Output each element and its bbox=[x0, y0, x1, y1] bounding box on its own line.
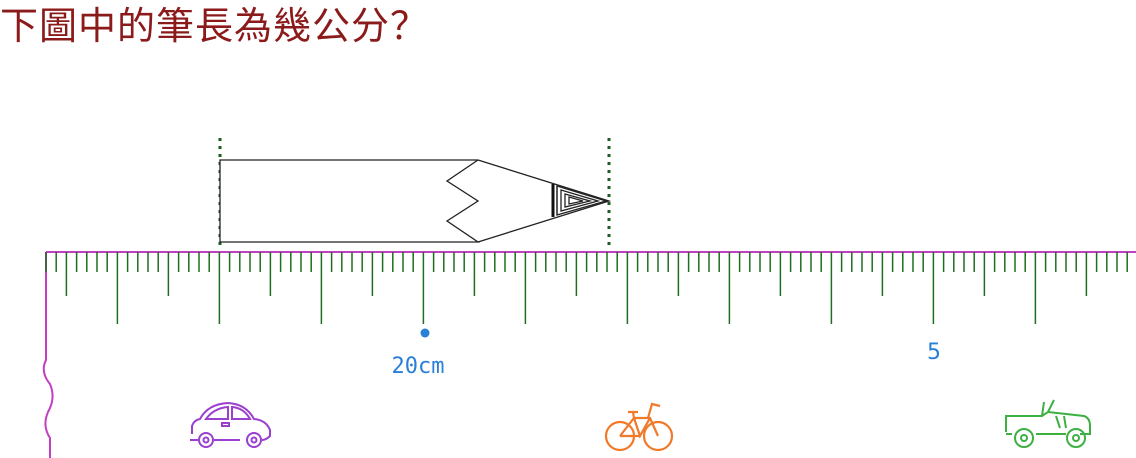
jeep-icon bbox=[1005, 399, 1091, 448]
pencil-tip bbox=[477, 159, 612, 243]
ruler-body bbox=[42, 251, 1136, 458]
pencil-lead bbox=[551, 184, 609, 217]
center-label: 20cm bbox=[392, 354, 445, 379]
car-icon bbox=[190, 401, 271, 448]
right-label: 5 bbox=[927, 340, 941, 365]
bicycle-icon bbox=[604, 402, 674, 452]
pencil-body bbox=[219, 159, 481, 243]
pencil bbox=[219, 159, 612, 243]
question-title: 下圖中的筆長為幾公分？ bbox=[0, 4, 430, 48]
center-dot bbox=[420, 328, 430, 338]
ruler-ticks bbox=[45, 252, 1128, 324]
